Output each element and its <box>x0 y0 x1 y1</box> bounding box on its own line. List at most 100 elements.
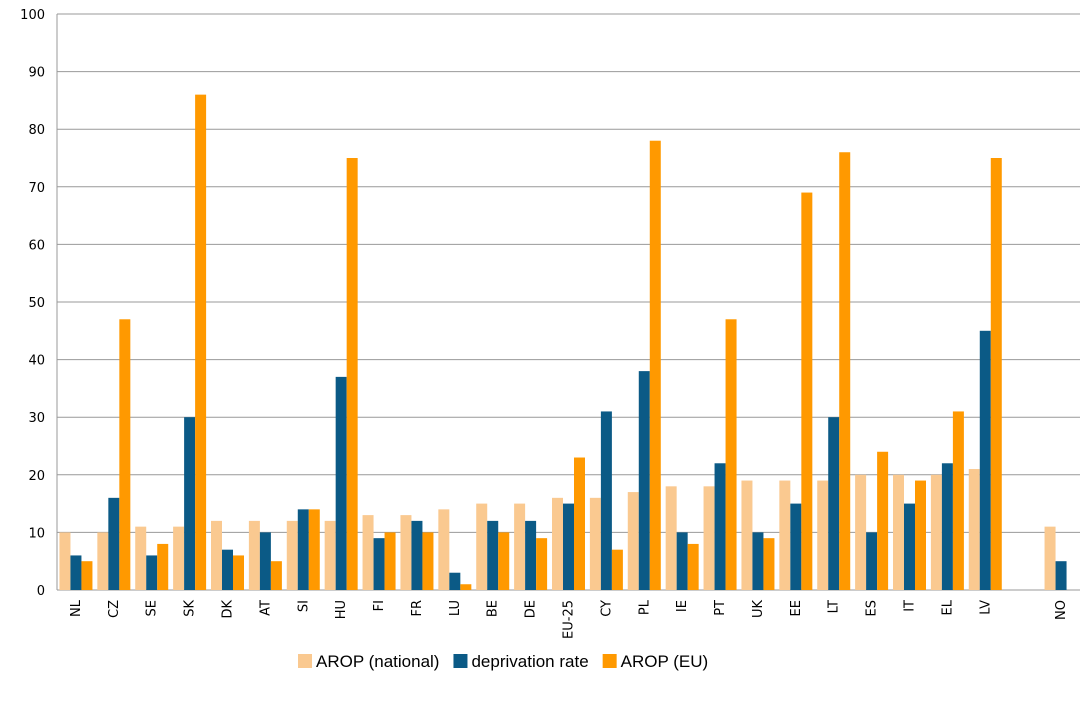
bar <box>248 520 260 590</box>
bar <box>763 538 775 590</box>
x-tick-label: LV <box>978 600 993 615</box>
bar <box>233 555 244 590</box>
x-tick-label: SK <box>183 600 198 617</box>
x-tick-label: NL <box>69 599 84 617</box>
bar <box>915 480 926 590</box>
bar <box>563 503 574 590</box>
bar <box>552 497 563 590</box>
bar <box>904 503 915 590</box>
bar <box>828 417 840 590</box>
x-tick-label: NO <box>1054 600 1069 620</box>
bar <box>498 532 510 590</box>
bar <box>119 319 131 590</box>
y-tick-label: 40 <box>28 354 45 369</box>
x-tick-label: IE <box>675 600 690 612</box>
bar <box>877 451 889 590</box>
bar <box>422 532 434 590</box>
bar <box>725 319 737 590</box>
x-tick-label: ES <box>865 600 880 616</box>
bar <box>676 532 688 590</box>
bar <box>173 526 185 590</box>
y-tick-label: 10 <box>28 526 45 541</box>
x-tick-label: IT <box>903 600 918 612</box>
bar <box>536 538 548 590</box>
y-tick-label: 80 <box>28 123 45 138</box>
bar <box>373 538 385 590</box>
y-tick-label: 30 <box>28 411 45 426</box>
bar <box>308 509 320 590</box>
bar <box>752 532 764 590</box>
bar <box>346 158 358 590</box>
x-tick-label: SI <box>296 600 311 612</box>
bar <box>449 572 461 590</box>
x-tick-label: PL <box>637 599 652 615</box>
bar <box>817 480 829 590</box>
legend-swatch <box>602 654 617 668</box>
x-tick-label: LU <box>448 600 463 616</box>
bar <box>665 486 677 590</box>
x-tick-label: CZ <box>107 600 122 618</box>
bar <box>324 520 336 590</box>
bar <box>411 520 423 590</box>
y-tick-label: 90 <box>28 66 45 81</box>
bar <box>81 561 93 590</box>
bar <box>741 480 753 590</box>
bar <box>968 469 980 590</box>
bar <box>930 474 942 590</box>
x-tick-label: BE <box>486 600 501 617</box>
x-tick-label: DK <box>221 600 236 619</box>
x-tick-label: SE <box>145 600 160 616</box>
bar <box>487 520 499 590</box>
bar <box>979 330 991 590</box>
bar <box>460 584 472 590</box>
x-tick-label: DE <box>524 600 539 618</box>
y-tick-label: 70 <box>28 181 45 196</box>
bar <box>952 411 964 590</box>
bar <box>259 532 271 590</box>
x-tick-label: EE <box>789 600 804 616</box>
bar <box>211 520 222 590</box>
bar <box>779 480 791 590</box>
x-tick-label: EL <box>940 599 955 615</box>
bar <box>70 555 82 590</box>
legend-label: deprivation rate <box>471 652 588 671</box>
bar <box>157 543 169 590</box>
bar <box>687 543 699 590</box>
y-tick-label: 0 <box>37 584 45 599</box>
y-tick-label: 60 <box>28 238 45 253</box>
bar <box>714 463 726 590</box>
x-tick-label: EU-25 <box>562 600 577 639</box>
bar <box>184 417 196 590</box>
bar <box>362 515 374 590</box>
bar <box>627 492 639 590</box>
bar <box>574 457 585 590</box>
bar <box>108 497 120 590</box>
bar <box>135 526 147 590</box>
x-tick-label: PT <box>713 600 728 616</box>
bar <box>222 549 233 590</box>
bar <box>703 486 715 590</box>
bar <box>600 411 612 590</box>
bar <box>611 549 623 590</box>
y-tick-label: 20 <box>28 469 45 484</box>
y-tick-label: 100 <box>20 8 45 23</box>
bar <box>1044 526 1056 590</box>
bar <box>1055 561 1067 590</box>
x-tick-label: HU <box>334 600 349 619</box>
bar <box>839 152 851 591</box>
bar <box>525 520 537 590</box>
legend-swatch <box>298 654 312 668</box>
x-tick-label: AT <box>258 600 273 616</box>
x-tick-label: FR <box>410 600 425 617</box>
x-tick-label: FI <box>372 600 387 611</box>
bar <box>438 509 450 590</box>
bar <box>941 463 953 590</box>
bar <box>514 503 526 590</box>
bar <box>893 474 904 590</box>
legend-label: AROP (national) <box>316 652 439 671</box>
bar <box>990 158 1002 590</box>
bar <box>286 520 298 590</box>
bar <box>638 371 650 590</box>
legend-swatch <box>453 654 468 668</box>
